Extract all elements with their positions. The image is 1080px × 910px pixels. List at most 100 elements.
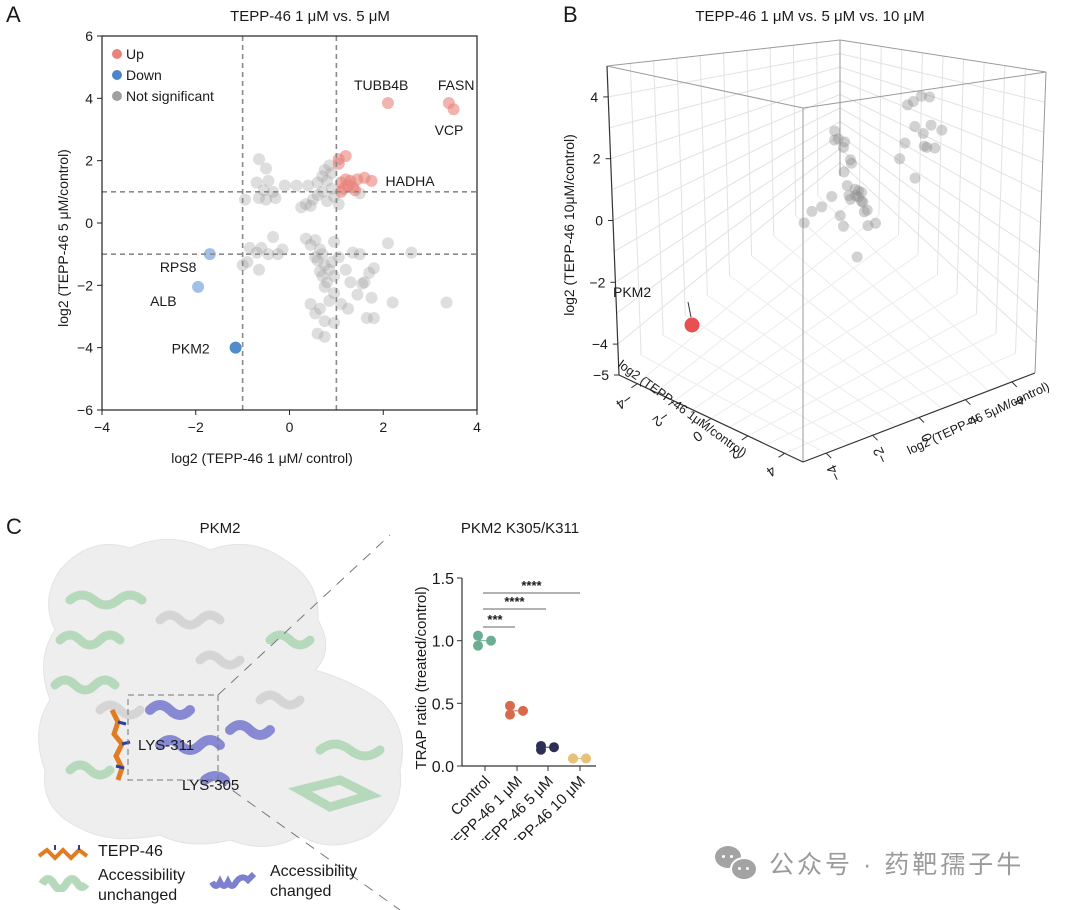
legend-label-up: Up	[126, 46, 144, 62]
point-up	[381, 97, 394, 110]
point-not-significant	[356, 277, 369, 290]
point-up	[339, 149, 352, 162]
point-not-significant	[311, 176, 324, 189]
point-3d	[924, 91, 936, 103]
residue-label-lys305: LYS-305	[182, 777, 239, 794]
x-tick	[704, 418, 712, 423]
point-not-significant	[262, 174, 275, 187]
point-3d	[834, 210, 846, 222]
x-tick-label: 4	[764, 463, 780, 481]
point-not-significant	[335, 298, 348, 311]
point-not-significant	[339, 263, 352, 276]
helices-neutral	[95, 610, 305, 720]
point-3d	[862, 220, 874, 232]
point-not-significant	[328, 235, 341, 248]
point-up	[335, 185, 348, 198]
point-not-significant	[365, 291, 378, 304]
point-not-significant	[363, 266, 376, 279]
green-helix-icon	[38, 875, 90, 892]
grid-line	[729, 293, 958, 428]
y-tick-label: 0.5	[432, 696, 454, 713]
point-3d	[845, 157, 857, 169]
x-tick	[667, 400, 675, 406]
point-not-significant	[318, 259, 331, 272]
grid-line	[747, 313, 977, 437]
residue-label-lys311: LYS-311	[138, 737, 194, 754]
grid-line	[1015, 68, 1026, 354]
legend-label-unchanged-line2: unchanged	[98, 887, 178, 904]
point-not-significant	[253, 192, 266, 205]
point-3d	[936, 124, 948, 136]
point-not-significant	[299, 232, 312, 245]
y-tick	[918, 417, 925, 423]
trap-ratio-chart: 0.00.51.01.5 *********** ControlTEPP-46 …	[413, 571, 596, 840]
point-3d	[852, 185, 864, 197]
point-3d	[899, 137, 911, 149]
point-3d	[902, 99, 914, 111]
point-not-significant	[311, 327, 324, 340]
data-point	[505, 700, 515, 711]
annotation-hadha: HADHA	[386, 173, 436, 189]
point-3d	[925, 119, 937, 131]
point-not-significant	[260, 193, 273, 206]
panel-c-chart-title: PKM2 K305/K311	[460, 520, 580, 537]
point-not-significant	[316, 269, 329, 282]
point-not-significant	[344, 276, 357, 289]
y-tick	[965, 399, 971, 406]
panel-a-title: TEPP-46 1 μM vs. 5 μM	[230, 8, 390, 25]
point-not-significant	[351, 288, 364, 301]
point-not-significant	[269, 192, 282, 205]
y-tick-label: 6	[85, 28, 93, 44]
point-3d	[850, 190, 862, 202]
point-not-significant	[358, 276, 371, 289]
legend-swatch-down	[112, 70, 122, 80]
grid-line	[608, 53, 1046, 103]
grid-line	[765, 333, 997, 446]
point-not-significant	[295, 201, 308, 214]
significance-label: ****	[504, 594, 525, 609]
point-not-significant	[255, 241, 268, 254]
point-3d	[838, 166, 850, 178]
x-tick-label: −4	[613, 391, 635, 413]
point-3d	[909, 120, 921, 132]
point-not-significant	[367, 262, 380, 275]
annotation-tubb4b: TUBB4B	[354, 77, 408, 93]
point-not-significant	[381, 237, 394, 250]
point-3d	[857, 196, 869, 208]
point-not-significant	[309, 307, 322, 320]
point-3d	[837, 220, 849, 232]
grid-line	[816, 42, 819, 196]
panel-letter-c: C	[6, 514, 22, 539]
point-not-significant	[257, 184, 270, 197]
point-down	[229, 341, 242, 354]
point-3d	[843, 189, 855, 201]
x-tick-label: 2	[379, 419, 387, 435]
x-tick-label: −2	[650, 408, 672, 430]
point-up	[349, 184, 362, 197]
point-3d	[829, 125, 841, 137]
data-point	[518, 705, 528, 716]
legend-label-down: Down	[126, 67, 162, 83]
data-point	[473, 640, 483, 651]
point-3d	[853, 191, 865, 203]
point-3d	[918, 140, 930, 152]
point-not-significant	[386, 296, 399, 309]
data-point	[505, 709, 515, 720]
zoom-guide-line-bottom	[217, 779, 401, 910]
points-layer	[684, 90, 948, 333]
point-not-significant	[278, 179, 291, 192]
ligand-tepp46	[109, 708, 131, 781]
point-not-significant	[323, 294, 336, 307]
point-up	[332, 157, 345, 170]
point-3d	[858, 206, 870, 218]
grid-line	[817, 195, 1013, 383]
wechat-icon	[715, 846, 759, 881]
grid-line	[976, 62, 985, 314]
x-axis-label: log2 (TEPP-46 1μM/control)	[615, 357, 749, 460]
point-not-significant	[313, 302, 326, 315]
point-3d	[909, 172, 921, 184]
grid-line	[792, 45, 797, 216]
watermark: 公众号 · 药靶孺子牛	[715, 845, 1024, 881]
point-3d	[798, 217, 810, 229]
